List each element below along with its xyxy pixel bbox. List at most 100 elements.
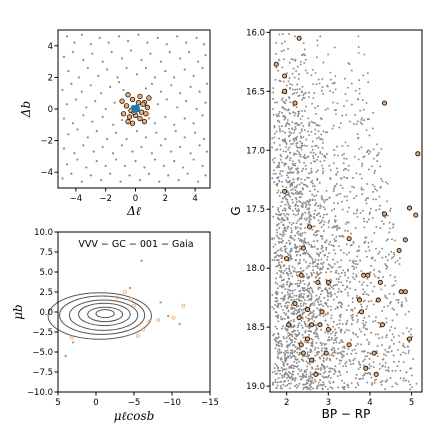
- cmd-field-point: [277, 208, 280, 211]
- cmd-field-point: [347, 164, 350, 167]
- pm-field-point: [140, 259, 143, 262]
- cmd-field-point: [339, 290, 342, 293]
- cmd-field-point: [306, 155, 309, 158]
- cmd-field-point: [347, 61, 350, 64]
- cmd-field-point: [288, 181, 291, 184]
- cmd-cluster-point: [377, 279, 383, 285]
- cmd-cluster-point: [379, 322, 385, 328]
- cmd-field-point: [285, 376, 288, 379]
- sky-field-point: [179, 92, 182, 95]
- cmd-field-point: [349, 363, 352, 366]
- cmd-field-point: [281, 125, 283, 128]
- cmd-field-point: [385, 181, 387, 184]
- cmd-field-point: [300, 144, 303, 147]
- cmd-field-point: [318, 296, 321, 299]
- cmd-field-point: [356, 120, 359, 123]
- cmd-field-point: [330, 266, 333, 269]
- cmd-field-point: [364, 199, 367, 202]
- cmd-field-point: [316, 39, 319, 42]
- cmd-field-point: [341, 154, 344, 157]
- cmd-field-point: [307, 380, 310, 383]
- cmd-field-point: [333, 208, 336, 210]
- sky-y-tick-label: 0: [48, 105, 53, 115]
- cmd-field-point: [356, 137, 359, 140]
- cmd-field-point: [358, 328, 361, 331]
- cmd-field-point: [294, 59, 297, 62]
- pm-cluster-point: [156, 318, 161, 322]
- cmd-field-point: [327, 374, 330, 377]
- cmd-field-point: [276, 216, 279, 219]
- cmd-field-point: [321, 219, 324, 222]
- cmd-field-point: [338, 301, 341, 304]
- cmd-field-point: [310, 74, 313, 77]
- cmd-cluster-point: [309, 357, 315, 363]
- cmd-field-point: [285, 186, 288, 189]
- cmd-field-point: [385, 239, 388, 242]
- cmd-field-point: [278, 33, 281, 36]
- cmd-field-point: [322, 250, 325, 252]
- cmd-field-point: [332, 162, 335, 165]
- cmd-field-point: [288, 264, 291, 267]
- cmd-field-point: [275, 113, 278, 116]
- cmd-field-point: [309, 213, 312, 216]
- cmd-field-point: [363, 373, 366, 376]
- cmd-cluster-point: [282, 73, 288, 79]
- cmd-field-point: [310, 272, 313, 275]
- cmd-field-point: [276, 148, 279, 151]
- cmd-field-point: [320, 290, 323, 293]
- cmd-field-point: [304, 227, 307, 229]
- cmd-field-point: [274, 311, 277, 314]
- cmd-field-point: [281, 185, 284, 188]
- cmd-field-point: [339, 313, 342, 316]
- cmd-field-point: [314, 107, 317, 109]
- cmd-field-point: [322, 364, 325, 367]
- cmd-field-point: [306, 185, 309, 188]
- cmd-field-point: [364, 236, 367, 239]
- cmd-field-point: [297, 167, 299, 170]
- cmd-field-point: [276, 283, 279, 286]
- cmd-field-point: [333, 347, 336, 350]
- cmd-field-point: [404, 297, 407, 300]
- cmd-cluster-point: [359, 309, 365, 315]
- sky-field-point: [126, 39, 130, 43]
- cmd-field-point: [336, 296, 338, 298]
- cmd-field-point: [328, 339, 331, 342]
- cmd-field-point: [298, 183, 301, 186]
- sky-field-point: [100, 92, 103, 95]
- cmd-field-point: [314, 354, 317, 357]
- cmd-cluster-point: [325, 327, 331, 333]
- sky-field-point: [117, 35, 121, 38]
- cmd-field-point: [291, 341, 294, 344]
- cmd-field-point: [282, 224, 285, 227]
- cmd-field-point: [288, 139, 291, 142]
- cmd-field-point: [324, 253, 327, 256]
- sky-field-point: [112, 152, 115, 155]
- cmd-field-point: [323, 213, 326, 216]
- cmd-field-point: [306, 353, 309, 355]
- cmd-field-point: [310, 350, 313, 353]
- cmd-cluster-point: [292, 301, 298, 307]
- cmd-field-point: [288, 97, 291, 100]
- cmd-field-point: [384, 348, 387, 351]
- cmd-field-point: [283, 318, 286, 320]
- sky-field-point: [65, 103, 69, 106]
- cmd-field-point: [277, 306, 280, 309]
- cmd-field-point: [343, 176, 346, 179]
- cmd-field-point: [405, 371, 408, 374]
- proper-motion-panel: VVV − GC − 001 − Gaia 5 0 −5 −10 −15 −10.0−7…: [11, 228, 219, 423]
- cmd-field-point: [299, 118, 302, 120]
- cmd-field-point: [384, 365, 387, 368]
- cmd-field-point: [305, 156, 307, 159]
- cmd-field-point: [329, 71, 332, 74]
- cmd-field-point: [288, 146, 291, 149]
- cmd-field-point: [377, 277, 380, 280]
- cmd-field-point: [294, 377, 297, 380]
- cmd-field-point: [312, 83, 315, 86]
- cmd-field-point: [327, 324, 330, 327]
- cmd-field-point: [296, 351, 299, 354]
- cmd-field-point: [363, 316, 366, 319]
- cmd-field-point: [312, 233, 315, 236]
- cmd-field-point: [294, 203, 297, 206]
- sky-field-point: [110, 51, 113, 54]
- cmd-field-point: [280, 241, 283, 244]
